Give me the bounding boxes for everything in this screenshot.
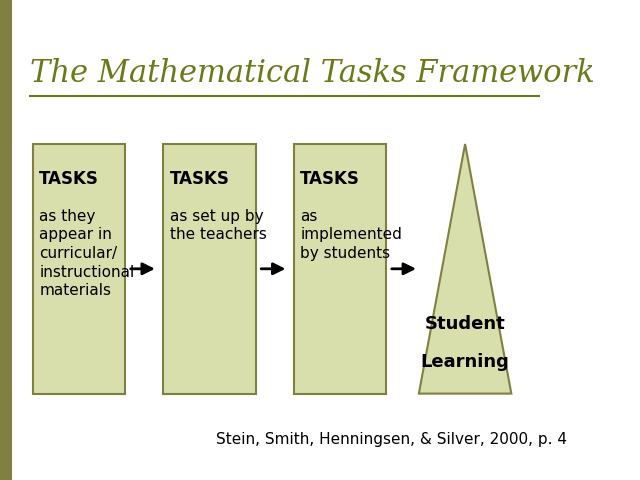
- Polygon shape: [419, 144, 511, 394]
- Text: as they
appear in
curricular/
instructional
materials: as they appear in curricular/ instructio…: [39, 209, 134, 298]
- Bar: [163, 144, 255, 394]
- Text: TASKS: TASKS: [300, 170, 360, 189]
- Text: as set up by
the teachers: as set up by the teachers: [170, 209, 267, 242]
- Bar: [294, 144, 386, 394]
- Text: TASKS: TASKS: [39, 170, 99, 189]
- Bar: [0, 0, 12, 480]
- Text: The Mathematical Tasks Framework: The Mathematical Tasks Framework: [30, 58, 595, 89]
- Text: Stein, Smith, Henningsen, & Silver, 2000, p. 4: Stein, Smith, Henningsen, & Silver, 2000…: [216, 432, 567, 447]
- Text: Student: Student: [425, 315, 506, 333]
- Text: Learning: Learning: [420, 353, 509, 372]
- Text: as
implemented
by students: as implemented by students: [300, 209, 402, 261]
- Text: TASKS: TASKS: [170, 170, 230, 189]
- Bar: [33, 144, 125, 394]
